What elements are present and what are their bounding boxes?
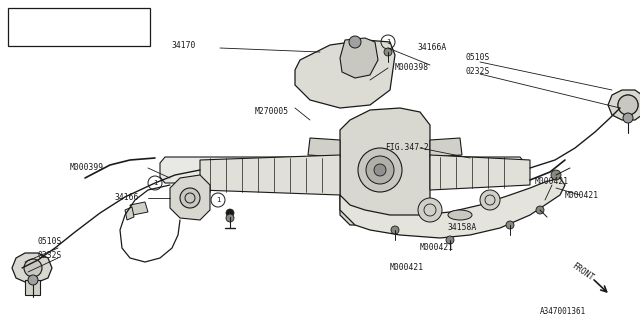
Text: 1: 1 <box>153 180 157 186</box>
Circle shape <box>446 236 454 244</box>
Circle shape <box>618 95 638 115</box>
Circle shape <box>24 259 42 277</box>
Polygon shape <box>125 207 134 220</box>
Text: 34170: 34170 <box>172 41 196 50</box>
Text: FIG.347-2: FIG.347-2 <box>385 143 429 153</box>
Circle shape <box>618 95 638 115</box>
Text: 0510S: 0510S <box>465 53 490 62</box>
Polygon shape <box>200 155 340 195</box>
Text: M000421: M000421 <box>565 190 599 199</box>
Text: M270005: M270005 <box>255 108 289 116</box>
Polygon shape <box>308 138 340 157</box>
Circle shape <box>226 214 234 222</box>
Circle shape <box>366 156 394 184</box>
Polygon shape <box>430 138 462 157</box>
Polygon shape <box>430 155 530 190</box>
Text: ( -1705): ( -1705) <box>103 15 138 21</box>
Text: 34166A: 34166A <box>418 44 447 52</box>
Polygon shape <box>12 253 52 282</box>
Text: 0232S: 0232S <box>38 251 62 260</box>
Circle shape <box>384 48 392 56</box>
Ellipse shape <box>448 210 472 220</box>
Text: 0232S: 0232S <box>465 68 490 76</box>
Text: M000421: M000421 <box>390 263 424 273</box>
Polygon shape <box>340 38 378 78</box>
Text: 34158A: 34158A <box>448 223 477 233</box>
Text: M000398: M000398 <box>395 63 429 73</box>
Polygon shape <box>130 202 148 215</box>
Circle shape <box>349 36 361 48</box>
Polygon shape <box>608 90 640 120</box>
Polygon shape <box>340 178 565 238</box>
Circle shape <box>623 113 633 123</box>
Text: M000432: M000432 <box>46 15 77 21</box>
Circle shape <box>28 275 38 285</box>
Circle shape <box>506 221 514 229</box>
Text: 1: 1 <box>21 22 27 31</box>
Polygon shape <box>295 40 395 108</box>
Text: M000421: M000421 <box>535 178 569 187</box>
Text: 0510S: 0510S <box>38 237 62 246</box>
Text: (1705- ): (1705- ) <box>103 34 138 40</box>
Circle shape <box>391 226 399 234</box>
Polygon shape <box>170 175 210 220</box>
Polygon shape <box>25 280 40 295</box>
Text: 1: 1 <box>216 197 220 203</box>
Circle shape <box>226 209 234 217</box>
Text: M000463: M000463 <box>46 34 77 40</box>
Circle shape <box>480 190 500 210</box>
Text: 34166: 34166 <box>115 194 140 203</box>
Text: M000421: M000421 <box>420 244 454 252</box>
Bar <box>8 8 150 46</box>
Circle shape <box>374 164 386 176</box>
Text: A347001361: A347001361 <box>540 308 586 316</box>
Circle shape <box>180 188 200 208</box>
Polygon shape <box>160 157 525 183</box>
Text: 1: 1 <box>386 39 390 45</box>
Circle shape <box>551 170 561 180</box>
Polygon shape <box>340 108 430 225</box>
Text: FRONT: FRONT <box>570 261 595 283</box>
Circle shape <box>25 260 41 276</box>
Circle shape <box>358 148 402 192</box>
Circle shape <box>536 206 544 214</box>
Circle shape <box>418 198 442 222</box>
Text: M000399: M000399 <box>70 164 104 172</box>
